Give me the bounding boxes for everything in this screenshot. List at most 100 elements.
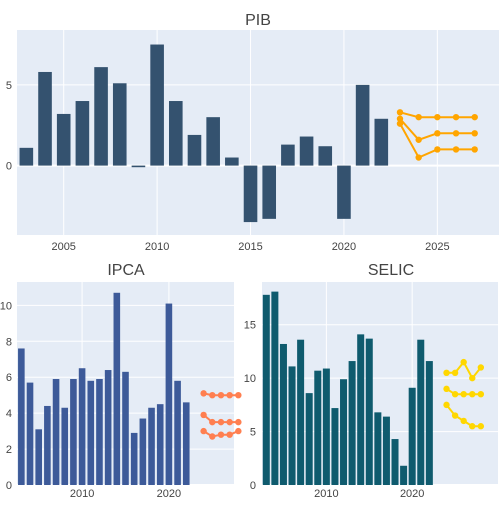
projection-point [469,423,476,430]
projection-point [434,113,441,121]
bar-2006 [288,366,296,485]
bar-2007 [94,67,108,166]
bar-2018 [148,407,155,485]
x-tick-label: 2010 [70,488,94,500]
y-tick-label: 5 [6,80,12,92]
plot-area: 2010 2020 0 5 10 15 [244,282,498,500]
y-tick-label: 0 [250,480,256,492]
bar-2019 [156,404,164,485]
chart-title: SELIC [368,262,414,279]
bar-2014 [357,334,365,485]
y-tick-label: 0 [6,161,12,173]
bar-2009 [131,165,146,168]
bar-2008 [112,83,127,166]
bar-2018 [391,439,399,485]
projection-point [451,369,459,377]
bar-2005 [56,113,71,166]
chart-pib: PIB 2005 2010 2015 2020 2025 0 5 [6,12,499,253]
chart-ipca: IPCA 2010 2020 0 2 4 6 8 10 [0,262,242,500]
projection-point [235,418,242,426]
bar-2007 [297,339,305,485]
x-tick-label: 2015 [238,241,262,253]
projection-point [217,431,225,438]
bar-2013 [206,117,220,166]
projection-point [477,390,485,398]
projection-point [217,391,225,399]
bar-2010 [150,44,164,166]
projection-point [415,154,422,161]
projection-point [460,358,467,366]
bar-2009 [314,370,322,485]
projection-point [396,120,404,127]
plot-area: 2005 2010 2015 2020 2025 0 5 [6,30,499,253]
y-tick-label: 2 [6,444,12,456]
bar-2012 [340,379,348,485]
bar-2012 [187,134,202,166]
projection-point [469,374,476,382]
projection-point [209,433,216,440]
projection-point [226,391,233,399]
y-tick-label: 10 [0,300,12,312]
bar-2020 [408,387,416,485]
projection-point [235,391,242,399]
projection-point [477,423,485,430]
bar-2018 [299,136,314,166]
bar-2011 [331,408,339,485]
projection-point [396,109,404,116]
projection-point [471,130,478,137]
bar-2009 [70,379,77,485]
projection-point [200,427,207,435]
bar-2003 [19,147,34,166]
bar-2014 [113,292,121,485]
x-tick-label: 2020 [400,488,424,500]
bar-2021 [174,380,181,485]
projection-point [451,390,459,398]
projection-point [452,113,460,121]
projection-point [477,364,485,371]
bar-2015 [243,165,258,223]
projection-point [452,130,460,137]
bar-2005 [35,429,42,485]
bar-2013 [104,370,112,485]
bar-2010 [322,368,330,485]
bar-2011 [87,380,95,485]
projection-point [434,130,441,137]
y-tick-label: 6 [6,372,12,384]
projection-point [460,390,467,398]
bar-2021 [355,84,370,166]
bar-2004 [271,291,279,485]
bar-2017 [281,144,295,166]
x-tick-label: 2010 [314,488,338,500]
bar-2008 [61,407,69,485]
bar-2010 [78,368,86,485]
projection-point [451,412,459,419]
projection-point [209,391,216,399]
y-tick-label: 0 [6,480,12,492]
bar-2011 [168,101,183,166]
plot-area: 2010 2020 0 2 4 6 8 10 [0,282,242,500]
bar-2006 [75,101,90,166]
bar-2019 [318,146,333,166]
projection-point [460,417,467,425]
projection-point [471,113,478,121]
bar-2020 [165,303,173,485]
y-tick-label: 5 [250,427,256,439]
projection-point [443,385,450,393]
bar-2008 [305,393,313,485]
projection-point [235,427,242,435]
bar-2003 [18,348,25,485]
projection-point [469,390,476,398]
x-tick-label: 2010 [145,241,169,253]
projection-point [209,418,216,426]
y-tick-label: 8 [6,336,12,348]
bar-2017 [139,418,147,485]
projection-point [434,146,441,153]
x-tick-label: 2005 [51,241,75,253]
bar-2013 [348,361,356,485]
y-tick-label: 4 [6,408,12,420]
bar-2019 [400,465,408,485]
bar-2007 [52,379,60,485]
bar-2017 [382,416,390,485]
